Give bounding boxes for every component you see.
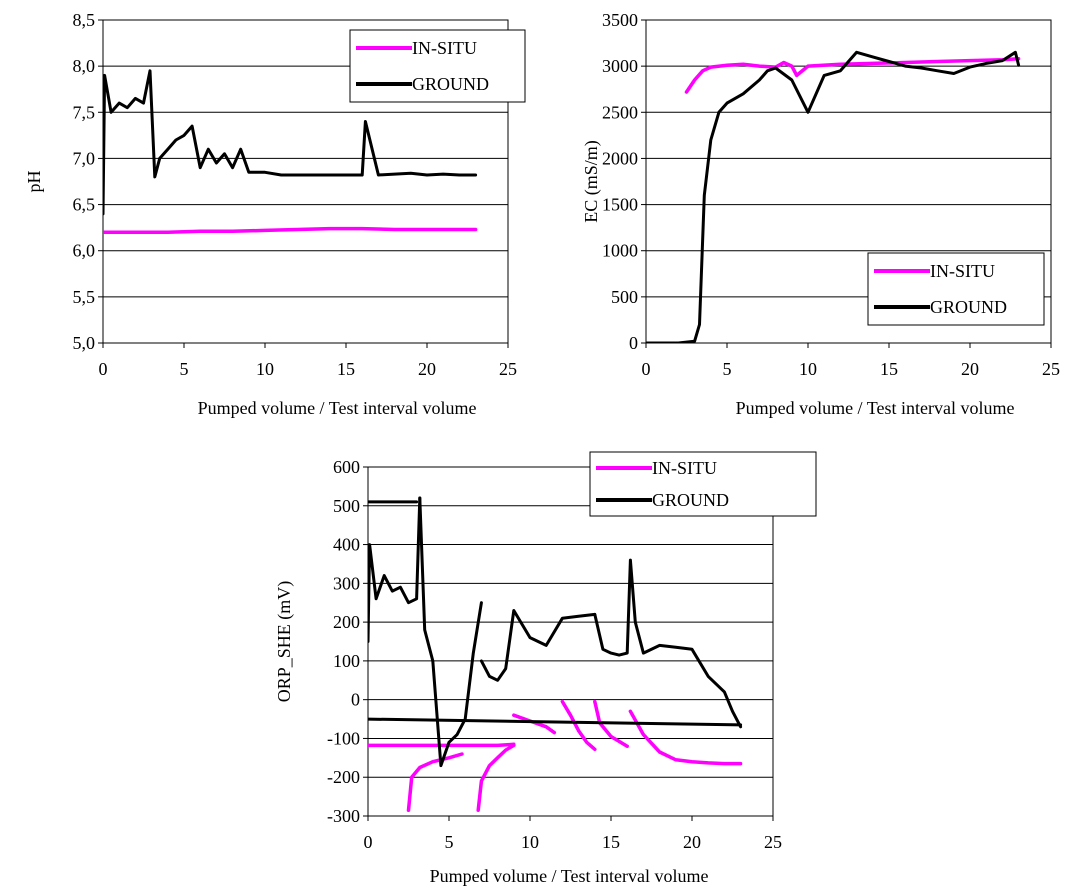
y-tick-label: 200 — [333, 612, 360, 632]
x-tick-label: 0 — [99, 359, 108, 379]
x-tick-label: 20 — [961, 359, 979, 379]
legend-label: IN-SITU — [652, 458, 717, 478]
x-tick-label: 10 — [256, 359, 274, 379]
legend-label: GROUND — [412, 74, 489, 94]
y-tick-label: 8,5 — [73, 10, 96, 30]
x-tick-label: 25 — [764, 832, 782, 852]
legend-box — [867, 252, 1045, 326]
x-tick-label: 25 — [1042, 359, 1060, 379]
legend-label: IN-SITU — [412, 38, 477, 58]
series-in-situ — [368, 699, 743, 812]
series-line — [103, 226, 478, 235]
x-tick-label: 10 — [799, 359, 817, 379]
x-tick-label: 15 — [602, 832, 620, 852]
series-line — [103, 69, 478, 216]
y-tick-label: 5,5 — [73, 287, 96, 307]
y-tick-label: 2000 — [602, 148, 638, 168]
series-line — [479, 609, 597, 682]
x-tick-label: 5 — [180, 359, 189, 379]
x-tick-label: 15 — [880, 359, 898, 379]
series-line — [560, 699, 597, 752]
series-line — [593, 699, 629, 748]
series-in-situ — [103, 226, 478, 235]
series-line — [593, 558, 743, 729]
y-tick-label: 3500 — [602, 10, 638, 30]
series-line — [406, 752, 464, 812]
y-tick-label: 6,0 — [73, 241, 96, 261]
y-tick-label: 0 — [629, 333, 638, 353]
legend-label: GROUND — [652, 490, 729, 510]
legend-box — [349, 29, 526, 103]
legend-label: GROUND — [930, 297, 1007, 317]
y-tick-label: 500 — [611, 287, 638, 307]
y-tick-label: 8,0 — [73, 56, 96, 76]
y-tick-label: -300 — [327, 806, 360, 826]
legend-label: IN-SITU — [930, 261, 995, 281]
y-tick-label: 500 — [333, 496, 360, 516]
y-tick-label: 100 — [333, 651, 360, 671]
x-axis-title: Pumped volume / Test interval volume — [430, 866, 709, 886]
y-tick-label: 300 — [333, 573, 360, 593]
series-ground — [646, 50, 1021, 343]
series-line — [368, 496, 422, 643]
y-tick-label: 6,5 — [73, 195, 96, 215]
plot-area — [645, 19, 1052, 344]
y-tick-label: 2500 — [602, 102, 638, 122]
y-tick-label: 7,0 — [73, 148, 96, 168]
y-tick-label: 600 — [333, 457, 360, 477]
series-line — [684, 57, 1021, 94]
y-tick-label: 5,0 — [73, 333, 96, 353]
x-tick-label: 25 — [499, 359, 517, 379]
x-tick-label: 5 — [723, 359, 732, 379]
y-tick-label: 1500 — [602, 195, 638, 215]
y-tick-label: -100 — [327, 728, 360, 748]
y-axis-title: pH — [24, 171, 44, 193]
legend: IN-SITU GROUND — [589, 451, 817, 517]
series-line — [418, 496, 483, 768]
x-tick-label: 15 — [337, 359, 355, 379]
x-axis-title: Pumped volume / Test interval volume — [198, 398, 477, 418]
x-tick-label: 0 — [642, 359, 651, 379]
series-ground — [368, 496, 743, 768]
chart-1: 5,0 5,5 6,0 6,5 7,0 7,5 8,0 8,5 0 5 10 15 20 25 Pumped… — [24, 10, 526, 418]
chart-2: 0 500 1000 1500 2000 2500 3000 3500 0 5 10 15 20 25 Pu… — [581, 10, 1060, 418]
legend: IN-SITU GROUND — [349, 29, 526, 103]
series-line — [476, 743, 516, 812]
legend-box — [589, 451, 817, 517]
series-line — [646, 50, 1021, 343]
y-tick-label: 7,5 — [73, 102, 96, 122]
series-line — [512, 713, 557, 735]
series-line — [368, 717, 743, 727]
x-tick-label: 0 — [364, 832, 373, 852]
y-tick-label: -200 — [327, 767, 360, 787]
y-tick-label: 0 — [351, 690, 360, 710]
series-line — [368, 742, 516, 748]
x-tick-label: 10 — [521, 832, 539, 852]
series-line — [628, 709, 743, 766]
x-tick-label: 20 — [418, 359, 436, 379]
chart-3: -300 -200 -100 0 100 200 300 400 500 600 0 5 10 15 20 2… — [274, 451, 817, 886]
y-tick-label: 400 — [333, 535, 360, 555]
y-axis-title: EC (mS/m) — [581, 140, 602, 223]
x-tick-label: 20 — [683, 832, 701, 852]
legend: IN-SITU GROUND — [867, 252, 1045, 326]
y-axis-title: ORP_SHE (mV) — [274, 581, 295, 703]
x-axis-title: Pumped volume / Test interval volume — [736, 398, 1015, 418]
x-tick-label: 5 — [445, 832, 454, 852]
series-in-situ — [684, 57, 1021, 94]
y-tick-label: 1000 — [602, 241, 638, 261]
y-tick-label: 3000 — [602, 56, 638, 76]
series-ground — [103, 69, 478, 216]
